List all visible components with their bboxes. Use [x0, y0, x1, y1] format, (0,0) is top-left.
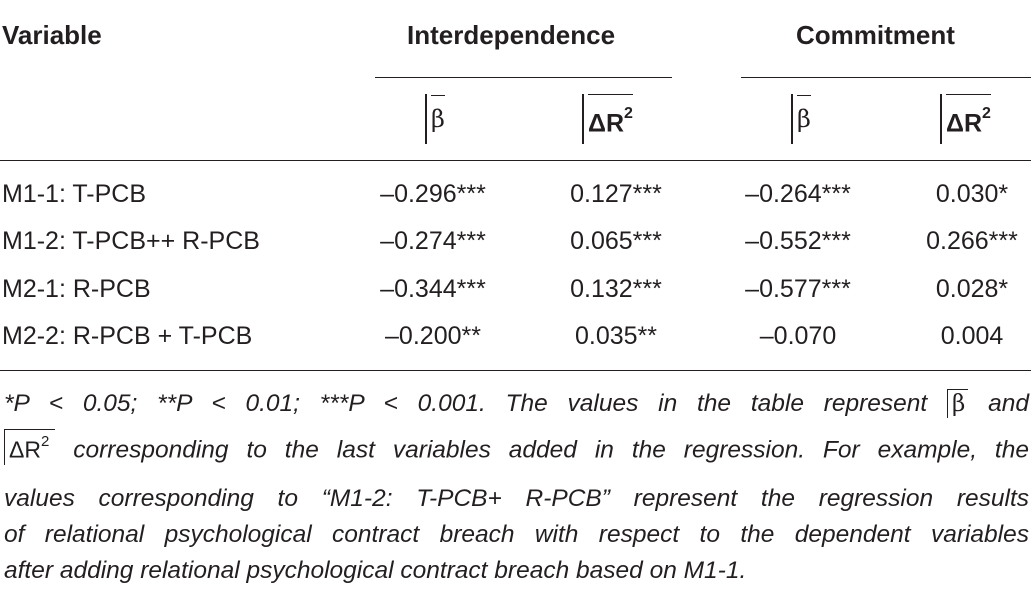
interdependence-beta-value: –0.274*** [380, 227, 486, 255]
interdependence-beta-value: –0.296*** [380, 180, 486, 208]
interdependence-delta-r2-value: 0.035** [574, 322, 658, 350]
commitment-beta-header: β [791, 94, 811, 144]
row-label: M2-1: R-PCB [2, 275, 151, 303]
footnote-line: values corresponding to “M1-2: T-PCB+ R-… [4, 485, 1029, 512]
interdependence-underline [375, 77, 672, 78]
header-bottom-rule [0, 160, 1031, 161]
footnote-line: after adding relational psychological co… [4, 557, 747, 584]
commitment-underline [741, 77, 1031, 78]
interdependence-delta-r2-value: 0.132*** [570, 275, 662, 303]
beta-symbol: β [947, 389, 969, 418]
table-footnote: *P < 0.05; **P < 0.01; ***P < 0.001. The… [4, 386, 1029, 586]
table-bottom-rule [0, 370, 1031, 371]
interdependence-beta-value: –0.344*** [380, 275, 486, 303]
footnote-line: ΔR2 corresponding to the last variables … [4, 429, 1029, 468]
footnote-line: *P < 0.05; **P < 0.01; ***P < 0.001. The… [4, 389, 1029, 418]
commitment-delta-r2-value: 0.028* [935, 275, 1009, 303]
commitment-beta-value: –0.552*** [745, 227, 851, 255]
interdependence-beta-header: β [425, 94, 445, 144]
row-label: M1-1: T-PCB [2, 180, 147, 208]
commitment-delta-r2-value: 0.004 [940, 322, 1004, 350]
delta-r2-symbol: ΔR2 [4, 429, 56, 465]
footnote-line: of relational psychological contract bre… [4, 521, 1029, 548]
row-label: M1-2: T-PCB++ R-PCB [2, 227, 260, 255]
interdependence-delta-r2-header: ΔR2 [582, 94, 633, 144]
interdependence-beta-value: –0.200** [385, 322, 481, 350]
commitment-delta-r2-value: 0.030* [935, 180, 1009, 208]
row-label: M2-2: R-PCB + T-PCB [2, 322, 253, 350]
commitment-delta-r2-value: 0.266*** [926, 227, 1018, 255]
commitment-delta-r2-header: ΔR2 [940, 94, 991, 144]
interdependence-delta-r2-value: 0.127*** [570, 180, 662, 208]
column-header-interdependence: Interdependence [407, 20, 616, 50]
column-header-commitment: Commitment [796, 20, 955, 50]
commitment-beta-value: –0.264*** [745, 180, 851, 208]
commitment-beta-value: –0.070 [759, 322, 837, 350]
column-header-variable: Variable [2, 20, 102, 50]
interdependence-delta-r2-value: 0.065*** [570, 227, 662, 255]
commitment-beta-value: –0.577*** [745, 275, 851, 303]
